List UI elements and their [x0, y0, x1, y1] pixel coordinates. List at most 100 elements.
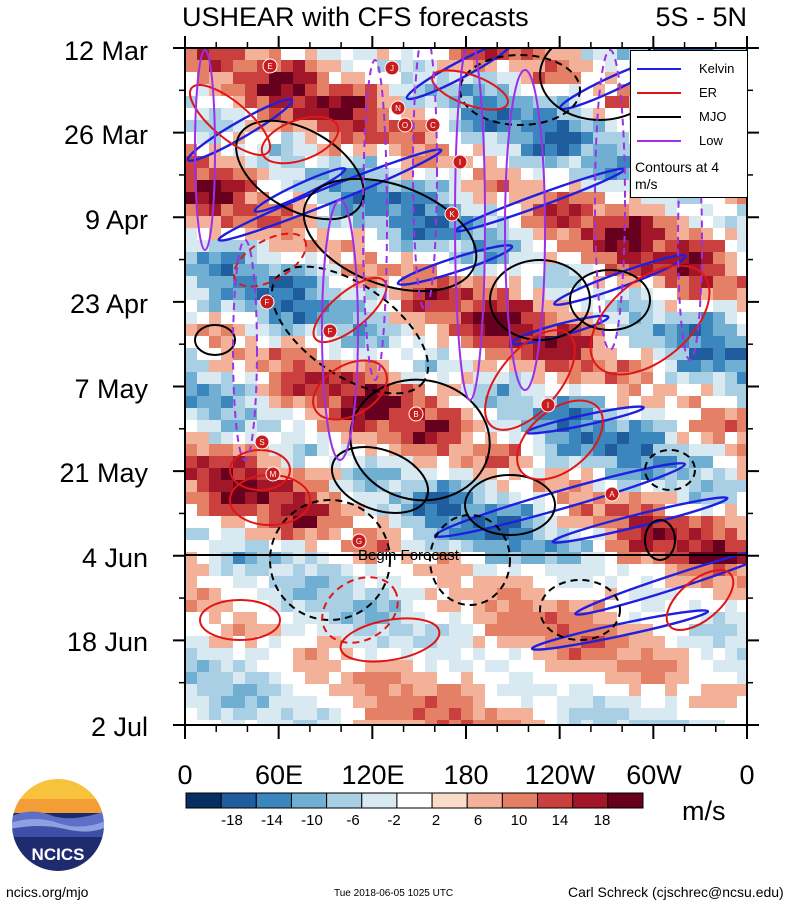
field-cell: [317, 720, 330, 725]
field-cell: [605, 576, 618, 589]
field-cell: [533, 264, 546, 277]
field-cell: [641, 468, 654, 481]
field-cell: [269, 324, 282, 337]
low-frequency-contour: [504, 69, 546, 391]
field-cell: [233, 528, 246, 541]
field-cell: [221, 384, 234, 397]
field-cell: [389, 696, 402, 709]
field-cell: [653, 312, 666, 325]
field-cell: [257, 264, 270, 277]
field-cell: [185, 588, 198, 601]
field-cell: [449, 720, 462, 725]
field-cell: [665, 276, 678, 289]
field-cell: [209, 432, 222, 445]
field-cell: [677, 384, 690, 397]
field-cell: [341, 84, 354, 97]
field-cell: [293, 84, 306, 97]
field-cell: [677, 396, 690, 409]
field-cell: [557, 336, 570, 349]
field-cell: [473, 324, 486, 337]
field-cell: [557, 552, 570, 565]
field-cell: [401, 60, 414, 73]
field-cell: [353, 336, 366, 349]
field-cell: [401, 588, 414, 601]
field-cell: [581, 648, 594, 661]
field-cell: [185, 660, 198, 673]
field-cell: [197, 372, 210, 385]
field-cell: [449, 324, 462, 337]
field-cell: [293, 564, 306, 577]
field-cell: [581, 456, 594, 469]
field-cell: [665, 576, 678, 589]
field-cell: [509, 156, 522, 169]
field-cell: [581, 576, 594, 589]
field-cell: [269, 432, 282, 445]
field-cell: [677, 684, 690, 697]
field-cell: [185, 240, 198, 253]
field-cell: [185, 540, 198, 553]
field-cell: [305, 576, 318, 589]
field-cell: [665, 720, 678, 725]
field-cell: [581, 156, 594, 169]
field-cell: [377, 636, 390, 649]
field-cell: [461, 180, 474, 193]
field-cell: [221, 504, 234, 517]
field-cell: [557, 708, 570, 721]
field-cell: [449, 432, 462, 445]
x-tick-label: 120W: [524, 760, 596, 790]
field-cell: [281, 564, 294, 577]
field-cell: [497, 408, 510, 421]
storm-marker-label: O: [402, 121, 408, 130]
field-cell: [497, 336, 510, 349]
field-cell: [197, 564, 210, 577]
field-cell: [353, 84, 366, 97]
field-cell: [257, 384, 270, 397]
field-cell: [281, 420, 294, 433]
field-cell: [281, 300, 294, 313]
storm-marker: I: [540, 397, 556, 413]
field-cell: [737, 252, 747, 265]
field-cell: [377, 540, 390, 553]
field-cell: [569, 672, 582, 685]
field-cell: [293, 660, 306, 673]
field-cell: [617, 648, 630, 661]
field-cell: [557, 564, 570, 577]
field-cell: [365, 576, 378, 589]
field-cell: [437, 360, 450, 373]
field-cell: [713, 276, 726, 289]
field-cell: [413, 420, 426, 433]
field-cell: [197, 672, 210, 685]
field-cell: [365, 720, 378, 725]
field-cell: [413, 228, 426, 241]
field-cell: [257, 636, 270, 649]
field-cell: [485, 540, 498, 553]
field-cell: [701, 216, 714, 229]
field-cell: [689, 420, 702, 433]
field-cell: [209, 588, 222, 601]
latitude-band-label: 5S - 5N: [655, 2, 747, 32]
field-cell: [557, 660, 570, 673]
field-cell: [593, 444, 606, 457]
field-cell: [653, 660, 666, 673]
field-cell: [221, 60, 234, 73]
field-cell: [473, 168, 486, 181]
field-cell: [209, 336, 222, 349]
field-cell: [365, 648, 378, 661]
field-cell: [509, 216, 522, 229]
field-cell: [473, 552, 486, 565]
field-cell: [221, 600, 234, 613]
field-cell: [185, 360, 198, 373]
field-cell: [269, 408, 282, 421]
field-cell: [617, 432, 630, 445]
field-cell: [305, 600, 318, 613]
y-tick-label: 23 Apr: [69, 289, 148, 319]
field-cell: [221, 360, 234, 373]
field-cell: [593, 468, 606, 481]
field-cell: [197, 168, 210, 181]
storm-marker: A: [604, 486, 620, 502]
field-cell: [737, 240, 747, 253]
field-cell: [545, 132, 558, 145]
field-cell: [569, 168, 582, 181]
field-cell: [197, 684, 210, 697]
field-cell: [197, 648, 210, 661]
